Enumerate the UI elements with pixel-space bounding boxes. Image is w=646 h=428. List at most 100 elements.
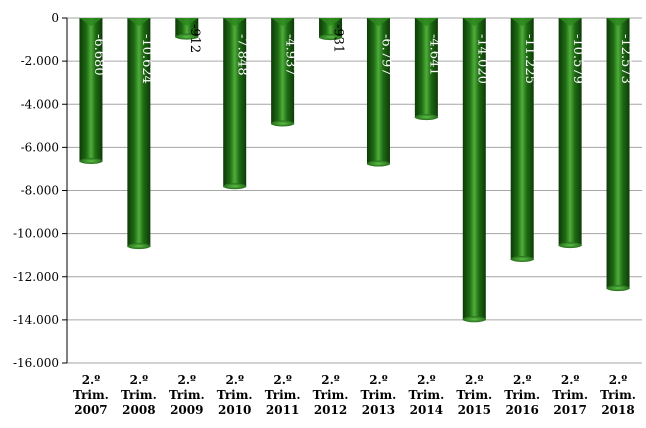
data-label: -6.680 bbox=[91, 34, 106, 76]
bar-top-cap bbox=[175, 18, 199, 26]
x-tick-label: Trim. bbox=[313, 388, 349, 402]
bar-top-cap bbox=[462, 18, 486, 26]
bar-body bbox=[79, 18, 103, 163]
x-tick-label: Trim. bbox=[73, 388, 109, 402]
bar-base bbox=[127, 243, 151, 250]
x-tick-label: Trim. bbox=[361, 388, 397, 402]
x-tick-label: 2008 bbox=[122, 403, 155, 417]
bar bbox=[319, 18, 343, 41]
bar bbox=[175, 18, 199, 40]
x-tick-label: 2009 bbox=[170, 403, 203, 417]
x-tick-label: 2011 bbox=[266, 403, 299, 417]
bar-body bbox=[127, 18, 151, 248]
bar-body bbox=[510, 18, 534, 261]
bar-base bbox=[319, 34, 343, 41]
bar-base bbox=[79, 158, 103, 165]
x-tick-label: 2.º bbox=[130, 373, 149, 387]
y-tick-label: -14.000 bbox=[13, 313, 59, 327]
x-tick-label: 2.º bbox=[417, 373, 436, 387]
bar-body bbox=[462, 18, 486, 321]
bar bbox=[127, 18, 151, 250]
bar-top-cap bbox=[558, 18, 582, 26]
y-tick-label: -12.000 bbox=[13, 270, 59, 284]
bar-base bbox=[606, 285, 630, 292]
bar-base bbox=[175, 33, 199, 40]
bar-top-cap bbox=[366, 18, 390, 26]
gridlines bbox=[67, 17, 642, 364]
bar-top-cap bbox=[223, 18, 247, 26]
bar-base bbox=[558, 242, 582, 249]
bar-base bbox=[366, 160, 390, 167]
bar-body bbox=[414, 18, 438, 119]
bar bbox=[510, 18, 534, 263]
data-label: -14.020 bbox=[474, 34, 489, 84]
bars bbox=[79, 18, 630, 323]
data-label: -4.937 bbox=[283, 34, 298, 76]
data-label: -912 bbox=[187, 24, 202, 53]
bar-body bbox=[319, 18, 343, 39]
y-tick-label: -10.000 bbox=[13, 227, 59, 241]
data-label: -4.641 bbox=[426, 34, 441, 76]
data-label: -7.848 bbox=[235, 34, 250, 76]
x-tick-label: Trim. bbox=[408, 388, 444, 402]
x-tick-label: Trim. bbox=[600, 388, 636, 402]
bar bbox=[366, 18, 390, 167]
data-labels: -6.680 -10.624 -912 -7.848 -4.937 -931 -6.797 -… bbox=[91, 24, 633, 84]
y-tick-label: -6.000 bbox=[21, 140, 59, 154]
x-tick-label: 2015 bbox=[458, 403, 491, 417]
bar-body bbox=[558, 18, 582, 247]
data-label: -6.797 bbox=[378, 34, 393, 76]
bar-body bbox=[175, 18, 199, 38]
bar-top-cap bbox=[510, 18, 534, 26]
bar-base bbox=[462, 316, 486, 323]
x-tick-label: 2007 bbox=[74, 403, 107, 417]
x-tick-label: 2.º bbox=[82, 373, 101, 387]
bar-base bbox=[271, 120, 295, 127]
bar-top-cap bbox=[414, 18, 438, 26]
x-tick-label: Trim. bbox=[456, 388, 492, 402]
data-label: -11.225 bbox=[522, 34, 537, 84]
bar-top-cap bbox=[606, 18, 630, 26]
bar-body bbox=[606, 18, 630, 290]
x-tick-label: Trim. bbox=[121, 388, 157, 402]
y-tick-label: -2.000 bbox=[21, 54, 59, 68]
x-tick-label: 2013 bbox=[362, 403, 395, 417]
x-tick-label: 2018 bbox=[601, 403, 634, 417]
x-tick-label: 2.º bbox=[273, 373, 292, 387]
x-tick-label: 2012 bbox=[314, 403, 347, 417]
y-tick-label: -8.000 bbox=[21, 184, 59, 198]
bar-top-cap bbox=[127, 18, 151, 26]
y-tick-label: -16.000 bbox=[13, 356, 59, 370]
x-tick-label: Trim. bbox=[217, 388, 253, 402]
x-tick-label: Trim. bbox=[169, 388, 205, 402]
y-tick-label: -4.000 bbox=[21, 97, 59, 111]
bar-body bbox=[223, 18, 247, 188]
data-label: -10.624 bbox=[139, 34, 154, 84]
x-tick-label: 2.º bbox=[178, 373, 197, 387]
data-label: -12.573 bbox=[618, 34, 633, 84]
x-tick-label: 2017 bbox=[553, 403, 586, 417]
bar-body bbox=[366, 18, 390, 165]
x-axis-labels: 2.ºTrim.20072.ºTrim.20082.ºTrim.20092.ºT… bbox=[73, 373, 636, 417]
bar bbox=[223, 18, 247, 190]
x-tick-label: 2.º bbox=[225, 373, 244, 387]
x-tick-label: 2016 bbox=[506, 403, 539, 417]
x-tick-label: 2010 bbox=[218, 403, 251, 417]
x-tick-label: 2.º bbox=[561, 373, 580, 387]
x-tick-label: 2.º bbox=[369, 373, 388, 387]
x-tick-label: 2014 bbox=[410, 403, 443, 417]
data-label: -10.579 bbox=[570, 34, 585, 84]
x-tick-label: 2.º bbox=[513, 373, 532, 387]
bar bbox=[271, 18, 295, 127]
bar-top-cap bbox=[79, 18, 103, 26]
x-tick-label: Trim. bbox=[552, 388, 588, 402]
bar-body bbox=[271, 18, 295, 125]
bar-top-cap bbox=[271, 18, 295, 26]
bar bbox=[462, 18, 486, 323]
bar bbox=[606, 18, 630, 292]
y-tick-label: 0 bbox=[51, 11, 59, 25]
y-axis: 0 -2.000 -4.000 -6.000 -8.000 -10.000 -12.000 -… bbox=[13, 11, 68, 370]
bar bbox=[558, 18, 582, 249]
bar bbox=[414, 18, 438, 121]
x-tick-label: 2.º bbox=[609, 373, 628, 387]
